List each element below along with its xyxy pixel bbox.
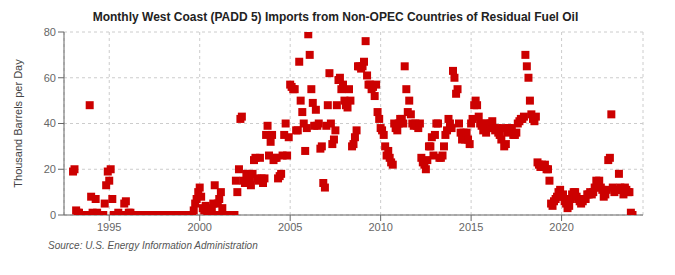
svg-text:1995: 1995 xyxy=(97,221,121,233)
svg-text:60: 60 xyxy=(44,72,56,84)
svg-text:2020: 2020 xyxy=(549,221,573,233)
svg-text:2015: 2015 xyxy=(459,221,483,233)
svg-text:Thousand Barrels per Day: Thousand Barrels per Day xyxy=(12,59,24,188)
svg-text:2005: 2005 xyxy=(278,221,302,233)
svg-text:0: 0 xyxy=(50,209,56,221)
svg-text:2010: 2010 xyxy=(368,221,392,233)
svg-text:40: 40 xyxy=(44,117,56,129)
svg-text:2000: 2000 xyxy=(187,221,211,233)
svg-text:20: 20 xyxy=(44,163,56,175)
html-text:Monthly West Coast (PADD 5) Im: Monthly West Coast (PADD 5) Imports from… xyxy=(92,10,579,24)
svg-text:80: 80 xyxy=(44,26,56,38)
html-text:Source: U.S. Energy Informatio: Source: U.S. Energy Information Administ… xyxy=(48,240,258,251)
